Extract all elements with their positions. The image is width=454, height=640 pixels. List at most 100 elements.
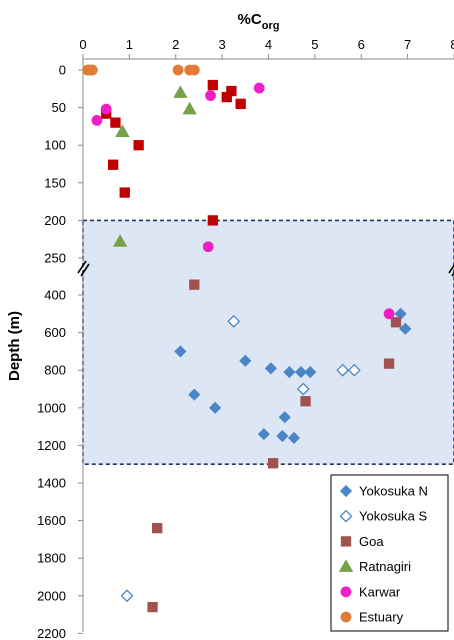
x-tick-label: 2 bbox=[172, 37, 179, 52]
data-point bbox=[205, 90, 216, 101]
data-point bbox=[304, 366, 317, 379]
y-tick-label: 2000 bbox=[37, 588, 66, 603]
y-tick-label: 1800 bbox=[37, 551, 66, 566]
x-tick-label: 5 bbox=[311, 37, 318, 52]
data-point bbox=[207, 215, 219, 226]
data-point bbox=[267, 458, 279, 469]
y-tick-label: 1000 bbox=[37, 400, 66, 415]
data-point bbox=[264, 362, 277, 375]
legend-entry: Yokosuka N bbox=[339, 484, 428, 499]
y-tick-label: 600 bbox=[44, 325, 66, 340]
data-point bbox=[133, 140, 144, 151]
axis-break-mark bbox=[451, 271, 454, 277]
series-yokosuka-s bbox=[120, 314, 361, 603]
x-axis-title-subscript: org bbox=[262, 20, 280, 32]
series-ratnagiri bbox=[112, 85, 197, 247]
legend-marker bbox=[340, 586, 352, 598]
data-point bbox=[86, 64, 98, 76]
legend-marker bbox=[340, 536, 352, 547]
legend-marker bbox=[339, 484, 353, 498]
data-point bbox=[188, 388, 201, 401]
legend-marker bbox=[339, 509, 353, 523]
data-point bbox=[294, 366, 308, 379]
data-point bbox=[202, 241, 214, 253]
data-point bbox=[347, 363, 361, 377]
data-point bbox=[107, 159, 119, 170]
data-point bbox=[115, 124, 130, 137]
data-point bbox=[278, 411, 291, 424]
y-tick-label: 0 bbox=[59, 63, 66, 78]
data-point bbox=[120, 589, 134, 603]
legend-label: Estuary bbox=[359, 610, 404, 625]
series-estuary bbox=[82, 64, 200, 76]
legend-label: Yokosuka N bbox=[359, 484, 428, 499]
legend-box bbox=[330, 474, 449, 632]
y-tick-label: 50 bbox=[52, 100, 66, 115]
legend-entry: Karwar bbox=[340, 584, 401, 599]
legend-label: Yokosuka S bbox=[359, 509, 428, 524]
x-tick-label: 1 bbox=[126, 37, 133, 52]
legend-entry: Goa bbox=[340, 534, 384, 549]
legend-marker bbox=[338, 559, 354, 572]
series-yokosuka-n bbox=[174, 307, 412, 444]
data-point bbox=[390, 317, 402, 328]
data-point bbox=[296, 382, 310, 396]
data-point bbox=[188, 64, 200, 76]
data-point bbox=[189, 279, 200, 290]
data-point bbox=[287, 431, 301, 444]
y-tick-labels: 0 50 100 150 200 250 400 600 800 1000 1200 1400 1600… bbox=[37, 63, 66, 640]
data-point bbox=[383, 358, 395, 369]
data-point bbox=[239, 354, 252, 367]
y-tick-label: 150 bbox=[44, 175, 66, 190]
legend-label: Goa bbox=[359, 534, 384, 549]
legend: Yokosuka N Yokosuka S Goa Ratnagiri Karwar Es… bbox=[330, 474, 449, 632]
data-point bbox=[253, 82, 265, 94]
y-tick-label: 250 bbox=[44, 251, 66, 266]
x-tick-label: 8 bbox=[450, 37, 454, 52]
x-axis-title: %Corg bbox=[238, 11, 280, 32]
x-tick-label: 3 bbox=[219, 37, 226, 52]
legend-label: Ratnagiri bbox=[359, 559, 411, 574]
series-karwar bbox=[91, 82, 395, 320]
axis-break-mark bbox=[77, 260, 87, 274]
x-tick-label: 4 bbox=[265, 37, 272, 52]
data-point bbox=[257, 428, 270, 441]
data-point bbox=[147, 601, 158, 613]
x-tick-label: 6 bbox=[358, 37, 365, 52]
legend-entry: Ratnagiri bbox=[338, 559, 411, 574]
axis-break-mark bbox=[80, 263, 90, 277]
y-tick-label: 200 bbox=[44, 213, 66, 228]
data-point bbox=[174, 345, 187, 358]
y-tick-label: 2200 bbox=[37, 626, 66, 640]
data-point bbox=[152, 522, 163, 534]
data-point bbox=[336, 363, 350, 377]
data-point bbox=[100, 103, 112, 115]
data-points bbox=[82, 64, 412, 613]
legend-entry: Yokosuka S bbox=[339, 509, 428, 524]
y-tick-label: 1400 bbox=[37, 476, 66, 491]
data-point bbox=[276, 429, 289, 443]
legend-marker bbox=[340, 611, 352, 623]
x-axis-title-main: %C bbox=[238, 11, 262, 28]
y-tick-label: 400 bbox=[44, 288, 66, 303]
data-point bbox=[207, 79, 219, 91]
data-point bbox=[182, 101, 197, 115]
data-point bbox=[235, 98, 246, 109]
axis-break-mark bbox=[448, 264, 454, 274]
x-tick-labels: 0 1 2 3 4 5 6 7 8 bbox=[79, 37, 454, 52]
series-goa bbox=[101, 79, 246, 226]
data-point bbox=[110, 117, 121, 128]
y-tick-label: 100 bbox=[44, 138, 66, 153]
legend-entry: Estuary bbox=[340, 610, 404, 625]
data-point bbox=[221, 91, 232, 103]
shaded-depth-region bbox=[82, 219, 454, 465]
data-point bbox=[300, 396, 311, 407]
data-point bbox=[283, 366, 296, 379]
data-point bbox=[173, 85, 188, 98]
x-tick-label: 0 bbox=[79, 37, 86, 52]
data-point bbox=[119, 187, 130, 198]
x-tick-label: 7 bbox=[404, 37, 411, 52]
y-tick-label: 1200 bbox=[37, 438, 66, 453]
y-tick-label: 1600 bbox=[37, 513, 66, 528]
y-tick-label: 800 bbox=[44, 363, 66, 378]
